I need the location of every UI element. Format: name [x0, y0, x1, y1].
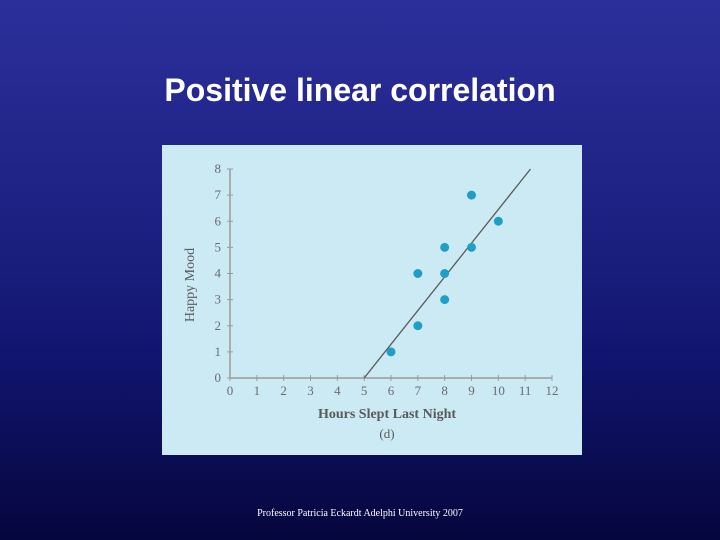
x-tick-label: 4: [334, 383, 341, 398]
data-point: [440, 295, 450, 305]
data-point: [386, 347, 396, 357]
y-tick-label: 0: [215, 370, 222, 385]
y-tick-label: 2: [215, 318, 222, 333]
x-tick-label: 2: [280, 383, 287, 398]
data-point: [413, 269, 423, 278]
x-tick-label: 8: [441, 383, 448, 398]
x-tick-label: 12: [546, 383, 559, 398]
y-tick-label: 7: [215, 187, 222, 202]
chart-caption: (d): [379, 426, 394, 441]
y-axis-label: Happy Mood: [183, 248, 198, 322]
x-tick-label: 6: [388, 383, 395, 398]
y-tick-label: 6: [215, 213, 222, 228]
y-tick-label: 5: [215, 239, 222, 254]
data-point: [467, 242, 476, 252]
x-tick-label: 11: [519, 383, 532, 398]
data-point: [493, 216, 503, 226]
x-tick-label: 9: [468, 383, 475, 398]
data-point: [413, 321, 423, 331]
chart-panel: 0 1 2 3 4 5 6 7 8 9 10 11 12 0 1 2 3 4 5 6 7 8 Hours Slept La…: [162, 145, 582, 455]
x-axis-label: Hours Slept Last Night: [318, 407, 456, 422]
x-tick-label: 5: [361, 383, 368, 398]
y-tick-label: 1: [215, 344, 222, 359]
y-tick-label: 8: [215, 161, 222, 176]
y-tick-label: 3: [215, 292, 222, 307]
x-tick-label: 0: [227, 383, 234, 398]
data-point: [440, 269, 450, 278]
data-point: [440, 242, 450, 252]
footer-credit: Professor Patricia Eckardt Adelphi Unive…: [257, 508, 463, 519]
x-tick-label: 1: [254, 383, 261, 398]
y-tick-label: 4: [215, 266, 222, 281]
slide-title: Positive linear correlation: [164, 72, 556, 108]
x-tick-label: 10: [492, 383, 505, 398]
data-point: [467, 190, 476, 200]
x-tick-label: 7: [415, 383, 422, 398]
x-tick-label: 3: [307, 383, 314, 398]
